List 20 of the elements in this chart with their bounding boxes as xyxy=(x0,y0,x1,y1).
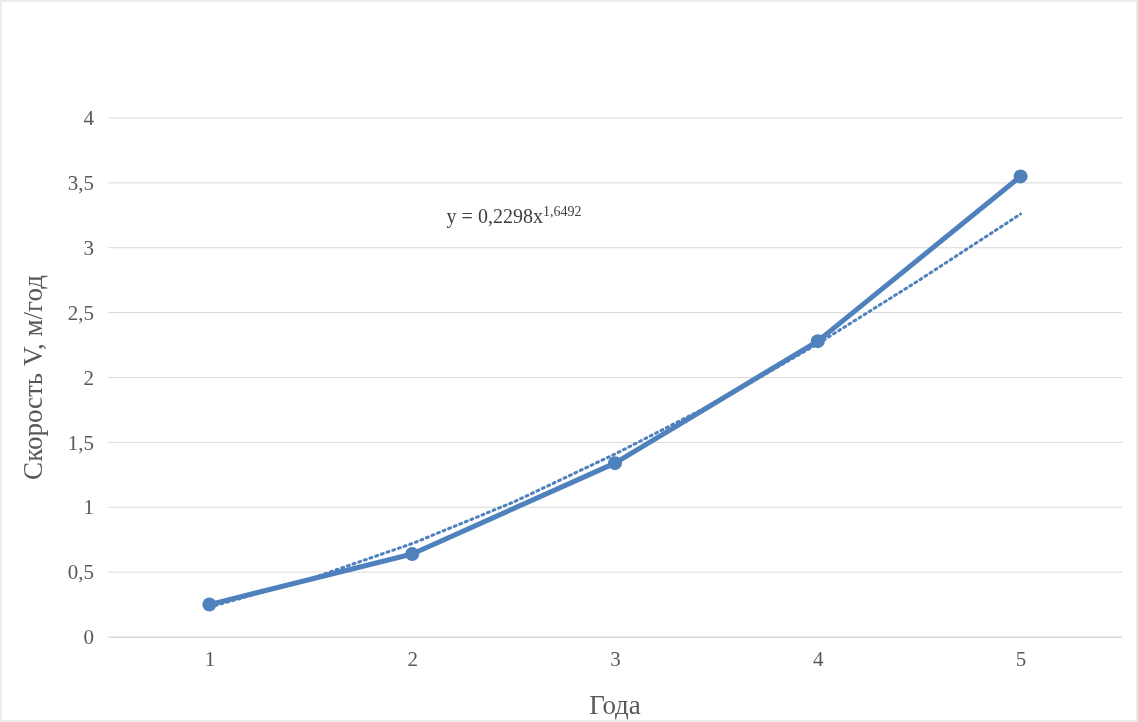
y-tick-label: 2,5 xyxy=(67,300,94,325)
point xyxy=(608,456,622,471)
x-tick-label: 3 xyxy=(610,646,621,671)
y-tick-label: 1,5 xyxy=(67,430,94,455)
y-tick-label: 3 xyxy=(83,235,94,260)
y-axis-title: Скорость V, м/год xyxy=(18,274,48,480)
annotation: y = 0,2298x$^{1,6492}$ xyxy=(446,203,582,228)
y-tick-label: 2 xyxy=(83,365,94,390)
x-tick-label: 5 xyxy=(1015,646,1027,671)
y-tick-label: 0,5 xyxy=(67,560,94,585)
y-tick-label: 4 xyxy=(83,106,95,131)
x-tick-label: 2 xyxy=(407,646,418,671)
point xyxy=(1013,169,1028,184)
x-axis-title: Года xyxy=(589,690,641,720)
x-tick-label: 1 xyxy=(204,646,216,671)
y-tick-label: 1 xyxy=(83,495,94,520)
y-tick-label: 3,5 xyxy=(67,171,94,196)
point xyxy=(405,546,420,561)
y-tick-label: 0 xyxy=(83,625,94,650)
x-tick-label: 4 xyxy=(813,646,825,671)
